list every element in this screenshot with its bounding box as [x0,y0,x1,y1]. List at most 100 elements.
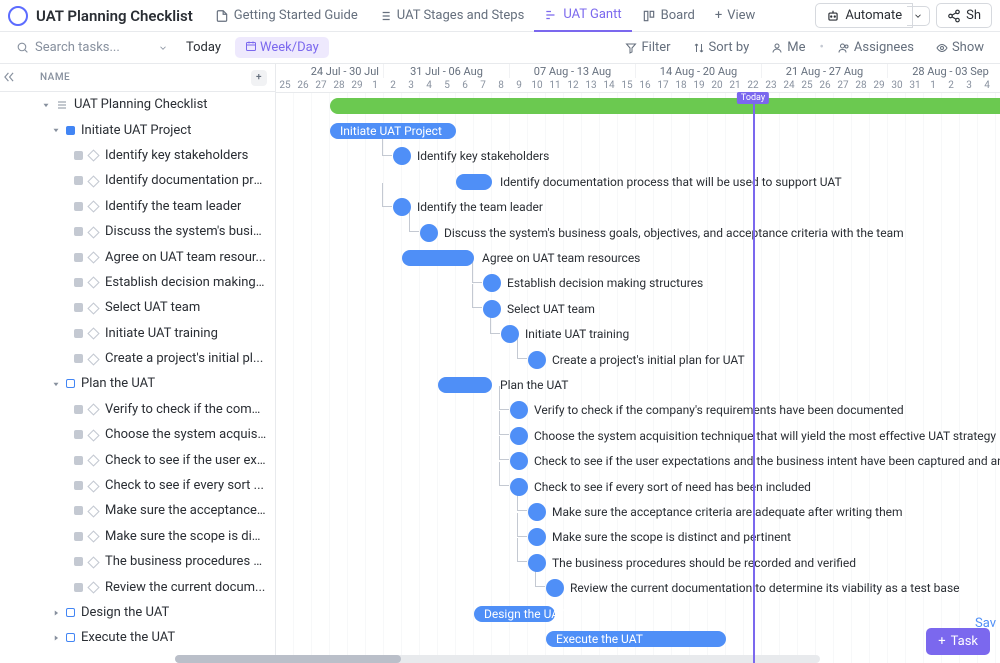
tree-row[interactable]: Check to see if every sort ... [0,473,275,498]
show-button[interactable]: Show [928,37,992,58]
eye-icon [936,42,948,54]
gantt-row: Check to see if the user expectations an… [276,448,1000,473]
day-header: 5 [438,78,456,92]
gantt-milestone[interactable] [528,528,546,546]
caret-right-icon[interactable] [50,632,62,644]
gantt-milestone[interactable] [528,351,546,369]
day-header: 16 [636,78,654,92]
tab-uat-stages-and-steps[interactable]: UAT Stages and Steps [368,0,535,32]
gantt-milestone[interactable] [420,224,438,242]
me-button[interactable]: Me [763,37,813,58]
tree-row[interactable]: Design the UAT [0,600,275,625]
tree-row[interactable]: Select UAT team [0,295,275,320]
milestone-icon [87,429,99,441]
scrollbar-thumb[interactable] [175,655,401,663]
milestone-icon [87,175,99,187]
new-task-button[interactable]: + Task [926,628,990,655]
board-icon [642,9,656,23]
tree-row[interactable]: Identify the team leader [0,194,275,219]
gantt-milestone[interactable] [510,452,528,470]
filter-button[interactable]: Filter [617,37,678,58]
day-header: 18 [672,78,690,92]
caret-down-icon[interactable] [50,378,62,390]
tree-row[interactable]: Initiate UAT training [0,321,275,346]
tree-row[interactable]: Establish decision making ... [0,270,275,295]
caret-down-icon[interactable] [50,124,62,136]
search-dropdown[interactable] [154,43,172,53]
automate-dropdown[interactable] [907,6,930,26]
tree-row[interactable]: Check to see if the user ex... [0,447,275,472]
gantt-milestone[interactable] [483,300,501,318]
tree-row[interactable]: The business procedures s... [0,549,275,574]
gantt-row: Review the current documentation to dete… [276,575,1000,600]
gantt-bar[interactable]: Execute the UAT [546,631,726,647]
tree-row[interactable]: Verify to check if the comp... [0,397,275,422]
gantt-milestone[interactable] [528,554,546,572]
caret-right-icon[interactable] [50,607,62,619]
search-input[interactable]: Search tasks... [8,37,148,58]
week-header: 07 Aug - 13 Aug [510,64,636,78]
tree-row[interactable]: Identify key stakeholders [0,143,275,168]
gantt-bar[interactable] [402,250,474,266]
add-view-button[interactable]: + View [705,0,766,32]
share-button[interactable]: Sh [936,3,992,28]
tree-row[interactable]: Make sure the acceptance ... [0,498,275,523]
add-view-label: View [727,8,755,23]
assignees-button[interactable]: Assignees [830,37,922,58]
gantt-icon [544,8,558,22]
tree-row[interactable]: Make sure the scope is dis... [0,524,275,549]
add-column-button[interactable]: + [251,70,267,86]
week-header: 14 Aug - 20 Aug [636,64,762,78]
gantt-milestone[interactable] [510,427,528,445]
gantt-row: Execute the UAT [276,626,1000,651]
day-header: 1 [924,78,942,92]
tree-row[interactable]: Review the current docum... [0,574,275,599]
horizontal-scrollbar[interactable] [175,655,820,663]
gantt-bar[interactable] [330,98,1000,114]
tree-row[interactable]: Discuss the system's busin... [0,219,275,244]
tree-row[interactable]: Agree on UAT team resour... [0,244,275,269]
tree-row[interactable]: Choose the system acquisi... [0,422,275,447]
share-label: Sh [966,8,981,23]
gantt-milestone[interactable] [393,147,411,165]
gantt-bar[interactable] [438,377,492,393]
status-square-icon [74,278,83,287]
day-header: 25 [798,78,816,92]
gantt-bar[interactable]: Initiate UAT Project [330,123,456,139]
bar-label: Agree on UAT team resources [482,250,640,266]
gantt-milestone[interactable] [510,478,528,496]
milestone-icon [87,353,99,365]
tree-row[interactable]: UAT Planning Checklist [0,92,275,117]
automate-button[interactable]: Automate [815,3,913,28]
tree-row[interactable]: Execute the UAT [0,625,275,650]
tab-board[interactable]: Board [632,0,705,32]
day-header: 3 [960,78,978,92]
today-button[interactable]: Today [178,37,229,58]
gantt-row: Discuss the system's business goals, obj… [276,220,1000,245]
main-content: NAME + UAT Planning ChecklistInitiate UA… [0,64,1000,663]
filter-icon [625,42,637,54]
automate-label: Automate [845,8,902,23]
gantt-bar[interactable]: Design the UAT [474,606,555,622]
tree-row[interactable]: Identify documentation pro... [0,168,275,193]
tab-getting-started-guide[interactable]: Getting Started Guide [205,0,368,32]
gantt-chart: 24 Jul - 30 Jul31 Jul - 06 Aug07 Aug - 1… [276,64,1000,663]
weekday-toggle[interactable]: Week/Day [235,37,329,58]
tree-row[interactable]: Initiate UAT Project [0,117,275,142]
gantt-row: Identify key stakeholders [276,144,1000,169]
caret-down-icon[interactable] [40,99,52,111]
gantt-milestone[interactable] [483,274,501,292]
sortby-button[interactable]: Sort by [685,37,758,58]
gantt-milestone[interactable] [510,401,528,419]
tree-row[interactable]: Plan the UAT [0,371,275,396]
gantt-milestone[interactable] [546,579,564,597]
tree-row[interactable]: Create a project's initial pl... [0,346,275,371]
task-tree: UAT Planning ChecklistInitiate UAT Proje… [0,92,275,663]
tab-uat-gantt[interactable]: UAT Gantt [534,0,631,32]
day-header: 30 [888,78,906,92]
collapse-sidebar-button[interactable] [0,68,18,86]
gantt-bar[interactable] [456,174,492,190]
day-header: 28 [852,78,870,92]
gantt-milestone[interactable] [528,503,546,521]
gantt-body[interactable]: Today Initiate UAT ProjectIdentify key s… [276,93,1000,663]
